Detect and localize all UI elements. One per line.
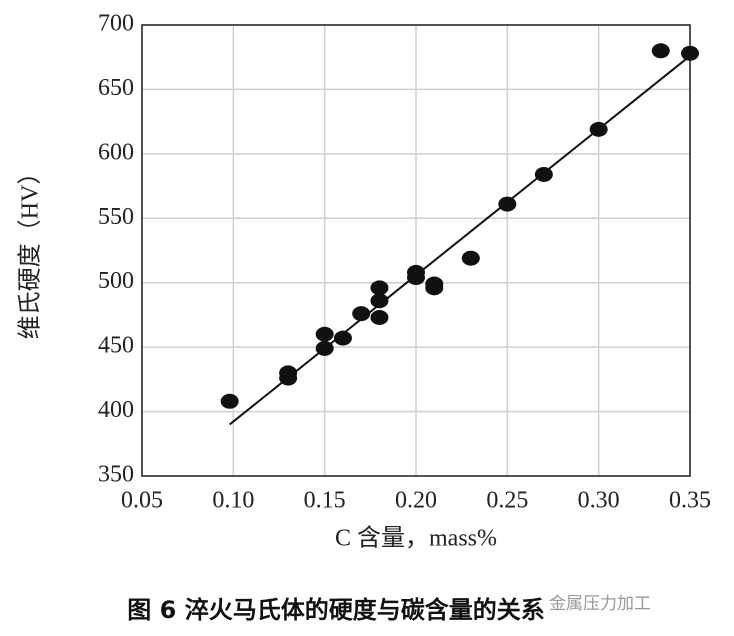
y-tick-label: 550 <box>98 204 134 230</box>
x-tick-label: 0.05 <box>121 488 163 514</box>
point <box>352 306 371 322</box>
point <box>681 45 699 61</box>
point <box>370 280 389 296</box>
point <box>370 293 389 309</box>
x-tick-label: 0.35 <box>669 488 711 514</box>
y-tick-label: 400 <box>98 397 134 423</box>
y-axis-label: 维氏硬度（HV） <box>17 161 44 340</box>
y-tick-label: 650 <box>98 75 134 101</box>
y-tick-label: 600 <box>98 139 134 165</box>
point <box>407 270 425 286</box>
point <box>534 166 553 182</box>
x-tick-label: 0.30 <box>578 488 620 514</box>
fit-line <box>229 55 691 426</box>
x-axis-label: C 含量，mass% <box>335 525 497 552</box>
y-tick-label: 450 <box>98 333 134 359</box>
point <box>333 330 352 346</box>
y-tick-label: 350 <box>98 462 134 488</box>
point <box>498 196 517 212</box>
point <box>220 393 239 409</box>
x-tick-label: 0.25 <box>486 488 528 514</box>
y-tick-label: 700 <box>98 11 134 37</box>
point <box>425 280 444 296</box>
point <box>651 43 670 59</box>
point <box>370 310 389 326</box>
x-tick-label: 0.20 <box>395 488 437 514</box>
watermark: 金属压力加工 <box>549 594 651 614</box>
x-tick-label: 0.10 <box>212 488 254 514</box>
x-tick-label: 0.15 <box>304 488 346 514</box>
point <box>315 326 334 342</box>
y-tick-label: 500 <box>98 268 134 294</box>
plot-frame <box>141 24 691 477</box>
point <box>461 250 480 266</box>
chart-title: 图 6 淬火马氏体的硬度与碳含量的关系 <box>127 596 544 624</box>
